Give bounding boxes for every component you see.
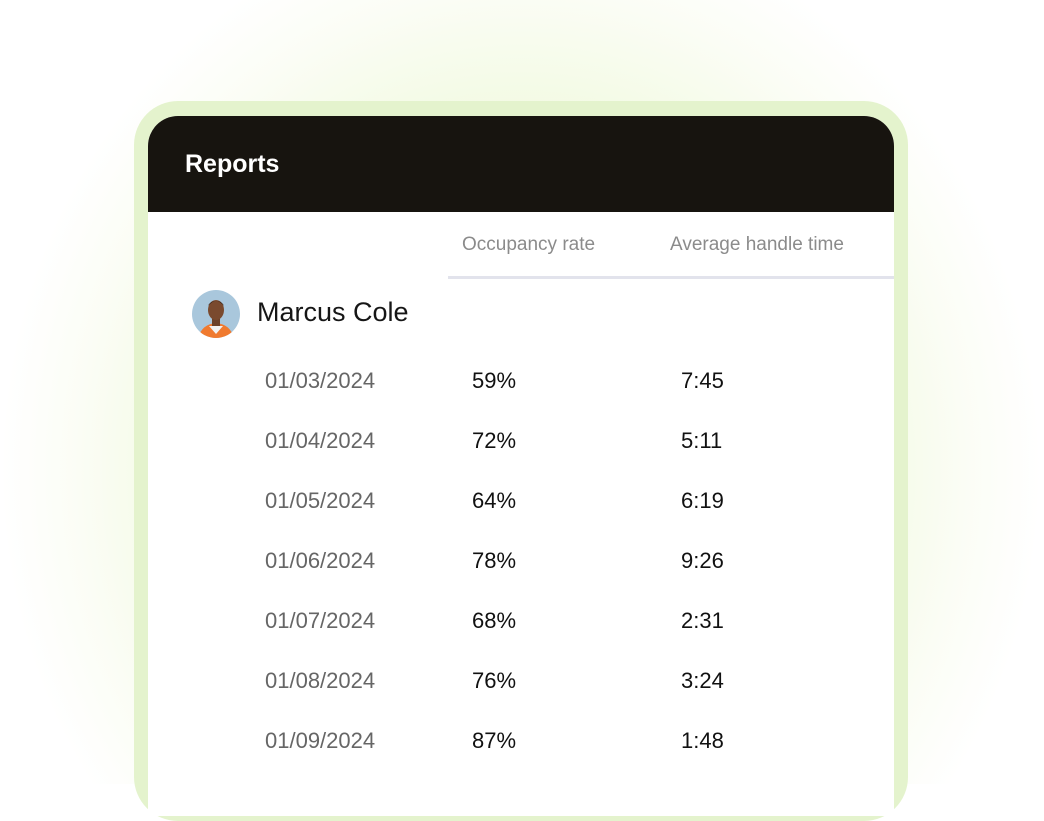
row-date: 01/03/2024 [265, 368, 376, 393]
row-value: 68% [472, 608, 517, 633]
row-value: 5:11 [681, 428, 723, 453]
row-value: 87% [472, 728, 517, 753]
row-value: 1:48 [681, 728, 724, 753]
header-bar: Reports [148, 116, 894, 212]
column-header[interactable]: Average handle time [670, 234, 844, 255]
header-title: Reports [185, 150, 280, 178]
row-date: 01/05/2024 [265, 488, 376, 513]
row-value: 59% [472, 368, 517, 393]
row-value: 78% [472, 548, 517, 573]
row-date: 01/06/2024 [265, 548, 376, 573]
header-rule [448, 276, 894, 279]
row-value: 64% [472, 488, 517, 513]
row-value: 72% [472, 428, 517, 453]
row-date: 01/04/2024 [265, 428, 376, 453]
row-value: 76% [472, 668, 517, 693]
column-header[interactable]: Occupancy rate [462, 234, 596, 255]
row-date: 01/08/2024 [265, 668, 376, 693]
avatar [192, 290, 240, 338]
row-value: 9:26 [681, 548, 724, 573]
row-value: 7:45 [681, 368, 724, 393]
row-date: 01/09/2024 [265, 728, 376, 753]
row-value: 2:31 [681, 608, 724, 633]
report-card: Reports Occupancy rate Average handle ti… [148, 116, 894, 816]
agent-name[interactable]: Marcus Cole [257, 297, 409, 327]
row-value: 3:24 [681, 668, 724, 693]
row-date: 01/07/2024 [265, 608, 376, 633]
row-value: 6:19 [681, 488, 724, 513]
